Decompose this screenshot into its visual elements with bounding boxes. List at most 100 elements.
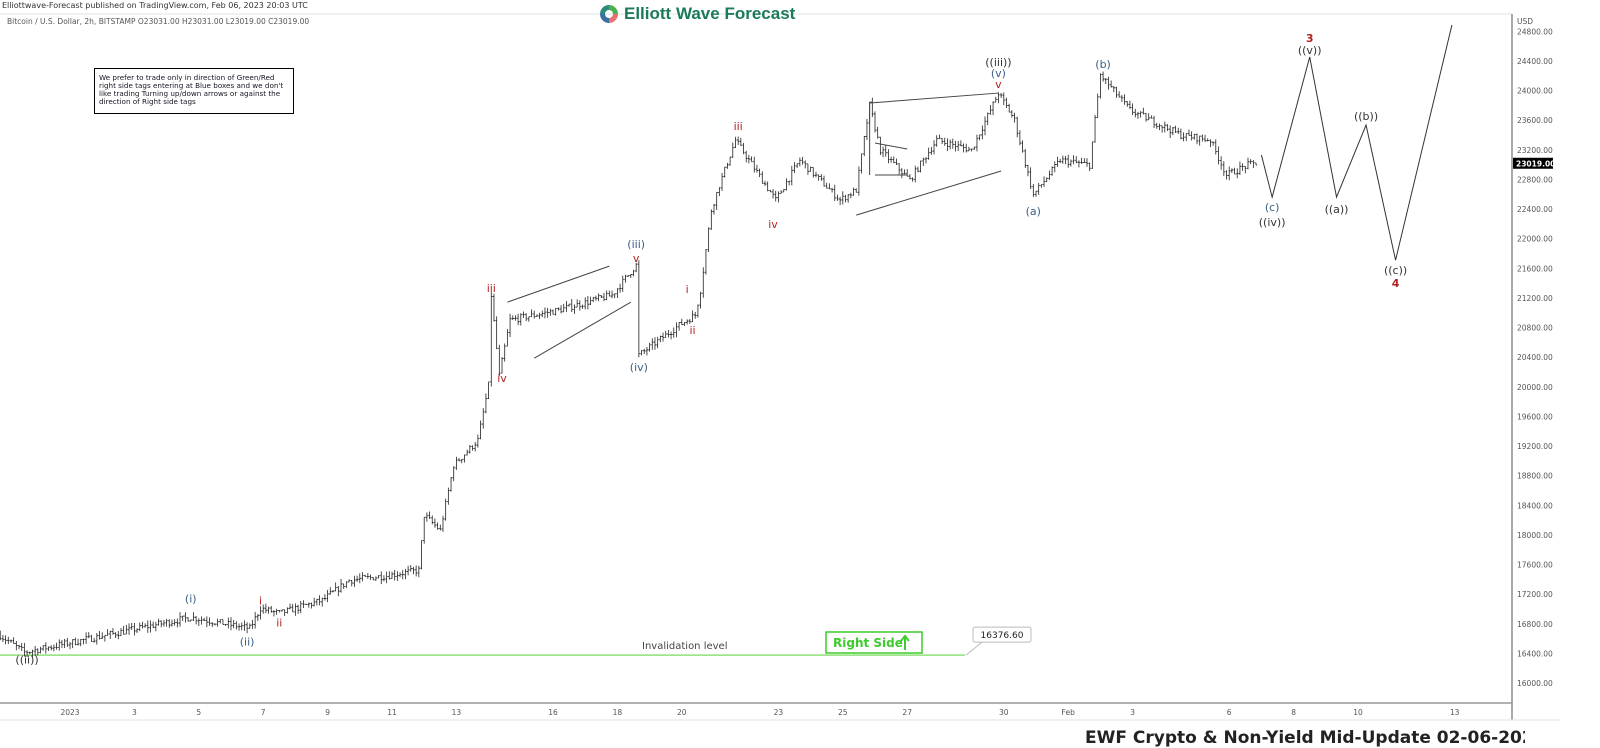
price-bar — [718, 187, 721, 197]
price-bar — [476, 434, 480, 448]
price-bar — [817, 174, 820, 181]
price-bar — [1238, 161, 1242, 176]
price-bar — [876, 126, 879, 139]
price-bar — [1096, 93, 1099, 118]
price-bar — [401, 570, 404, 580]
price-bar — [323, 594, 327, 601]
price-bar — [23, 642, 26, 657]
price-bar — [1064, 155, 1067, 165]
price-bar — [755, 164, 759, 173]
price-bar — [814, 171, 818, 178]
price-bar — [74, 637, 77, 646]
price-bar — [683, 322, 686, 327]
invalidation-price: 16376.60 — [981, 631, 1024, 641]
trading-note: We prefer to trade only in direction of … — [94, 68, 294, 114]
invalidation-label: Invalidation level — [642, 641, 727, 652]
price-bar — [812, 167, 815, 178]
time-tick-label: 10 — [1353, 708, 1363, 717]
price-bar — [640, 349, 643, 356]
price-tick-label: 23200.00 — [1517, 146, 1553, 155]
price-bar — [659, 335, 662, 343]
price-bar — [785, 178, 788, 191]
price-bar — [186, 617, 190, 622]
price-bar — [205, 616, 209, 628]
price-bar — [173, 619, 176, 626]
price-bar — [1093, 114, 1097, 143]
price-bar — [253, 611, 257, 629]
price-bar — [771, 188, 775, 199]
time-axis[interactable]: 2023 3 5 7 9 11 13 16 18 20 23 25 27 30 Feb 3 6 8 10 13 — [60, 708, 1459, 717]
price-bar — [1171, 126, 1175, 136]
price-bar — [1037, 183, 1040, 195]
last-price-tag: 23019.00 — [1513, 157, 1555, 169]
price-bar — [865, 118, 869, 140]
price-bar — [1053, 161, 1056, 173]
price-bar — [1233, 167, 1236, 175]
price-bar — [1042, 176, 1046, 187]
price-bar — [414, 565, 418, 577]
price-bar — [117, 631, 120, 640]
price-bar — [688, 318, 692, 324]
price-tick-label: 21600.00 — [1517, 264, 1553, 273]
price-bar — [353, 575, 356, 587]
price-bar — [1128, 100, 1132, 110]
price-bar — [82, 638, 85, 645]
price-bar — [962, 143, 965, 153]
price-bar — [272, 610, 276, 617]
trend-lines[interactable] — [507, 92, 1002, 359]
price-bar — [369, 574, 372, 580]
price-bar — [567, 303, 571, 307]
price-bar — [334, 582, 337, 592]
price-bar — [500, 356, 504, 374]
price-bar — [184, 612, 187, 623]
price-bar — [1144, 112, 1148, 122]
price-bar — [685, 319, 689, 325]
price-bar — [1160, 125, 1164, 133]
price-bar — [439, 524, 442, 531]
price-bar — [758, 168, 761, 178]
price-bar — [1069, 159, 1073, 167]
price-bar — [672, 327, 675, 338]
price-bar — [645, 346, 649, 356]
price-axis[interactable]: 24800.00 24400.00 24000.00 23600.00 23200.00… — [1517, 27, 1553, 688]
projection-path[interactable] — [1260, 24, 1453, 261]
price-bar — [194, 616, 198, 625]
price-bar — [948, 139, 952, 150]
price-bar — [986, 112, 989, 126]
price-bar — [436, 522, 439, 530]
price-bar — [1158, 123, 1161, 131]
price-bar — [363, 574, 367, 577]
price-bar — [763, 180, 767, 186]
price-bar — [710, 209, 713, 230]
price-bar — [138, 622, 141, 632]
price-bar — [857, 166, 861, 196]
price-bar — [822, 175, 826, 187]
price-bar — [463, 454, 466, 463]
price-bar — [473, 441, 477, 452]
price-bar — [31, 649, 34, 658]
price-bar — [1107, 76, 1110, 90]
price-bar — [68, 641, 72, 650]
price-bar — [669, 331, 673, 340]
price-bar — [321, 597, 324, 607]
price-bar — [769, 189, 772, 193]
price-bar — [216, 618, 219, 627]
price-bar — [259, 606, 262, 620]
price-bar — [1139, 111, 1142, 118]
price-bar — [1155, 122, 1158, 129]
price-bar — [1230, 168, 1234, 173]
price-bar — [830, 187, 834, 193]
price-tick-label: 20800.00 — [1517, 324, 1553, 333]
wave-label: ((c)) — [1384, 264, 1407, 277]
price-bar — [846, 194, 850, 203]
time-tick-label: 23 — [774, 708, 784, 717]
price-bar — [728, 156, 732, 166]
price-bar — [624, 274, 627, 283]
price-bar — [1222, 161, 1226, 177]
price-bar — [989, 104, 992, 115]
price-tick-label: 18400.00 — [1517, 501, 1553, 510]
price-bar — [935, 135, 938, 147]
price-bar — [895, 158, 898, 165]
price-bar — [677, 322, 681, 331]
